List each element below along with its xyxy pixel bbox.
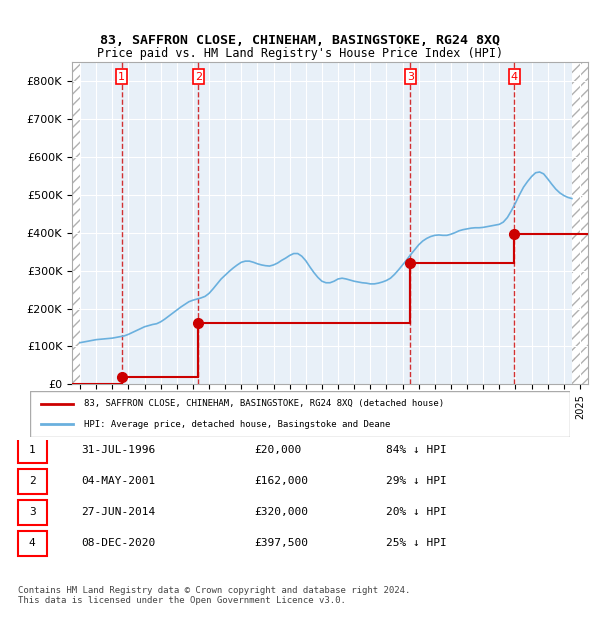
Text: 08-DEC-2020: 08-DEC-2020 [81,538,155,548]
Text: 1: 1 [29,445,35,455]
Bar [72,62,80,384]
Text: HPI: Average price, detached house, Basingstoke and Deane: HPI: Average price, detached house, Basi… [84,420,391,428]
Text: 84% ↓ HPI: 84% ↓ HPI [386,445,447,455]
Text: 4: 4 [511,72,518,82]
Text: 20% ↓ HPI: 20% ↓ HPI [386,507,447,517]
Text: 1: 1 [118,72,125,82]
Text: £20,000: £20,000 [254,445,301,455]
Text: 4: 4 [29,538,35,548]
Text: Contains HM Land Registry data © Crown copyright and database right 2024.
This d: Contains HM Land Registry data © Crown c… [18,586,410,605]
Text: 31-JUL-1996: 31-JUL-1996 [81,445,155,455]
Text: 83, SAFFRON CLOSE, CHINEHAM, BASINGSTOKE, RG24 8XQ: 83, SAFFRON CLOSE, CHINEHAM, BASINGSTOKE… [100,34,500,46]
Text: 83, SAFFRON CLOSE, CHINEHAM, BASINGSTOKE, RG24 8XQ (detached house): 83, SAFFRON CLOSE, CHINEHAM, BASINGSTOKE… [84,399,444,408]
FancyBboxPatch shape [18,500,47,525]
Text: 29% ↓ HPI: 29% ↓ HPI [386,476,447,486]
FancyBboxPatch shape [18,531,47,556]
Text: 04-MAY-2001: 04-MAY-2001 [81,476,155,486]
FancyBboxPatch shape [18,469,47,494]
Text: 3: 3 [407,72,414,82]
Text: 25% ↓ HPI: 25% ↓ HPI [386,538,447,548]
Text: 2: 2 [29,476,35,486]
FancyBboxPatch shape [18,438,47,463]
FancyBboxPatch shape [30,391,570,437]
Text: 3: 3 [29,507,35,517]
Bar [572,62,588,384]
Text: Price paid vs. HM Land Registry's House Price Index (HPI): Price paid vs. HM Land Registry's House … [97,48,503,60]
Text: £397,500: £397,500 [254,538,308,548]
Text: £162,000: £162,000 [254,476,308,486]
Text: 27-JUN-2014: 27-JUN-2014 [81,507,155,517]
Text: 2: 2 [195,72,202,82]
Text: £320,000: £320,000 [254,507,308,517]
